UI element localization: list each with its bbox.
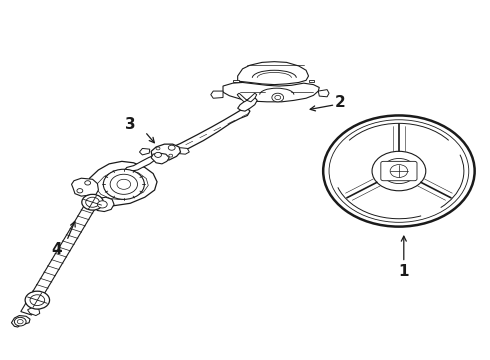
FancyBboxPatch shape [381,161,417,181]
Circle shape [110,174,138,194]
Polygon shape [21,206,95,315]
Polygon shape [125,156,156,171]
Polygon shape [11,316,30,327]
Circle shape [98,201,107,208]
Circle shape [156,147,160,150]
Circle shape [85,181,91,185]
Circle shape [272,93,284,102]
Text: 4: 4 [51,242,62,257]
Text: 3: 3 [125,117,136,132]
Polygon shape [309,80,315,82]
Polygon shape [151,153,169,164]
Circle shape [168,145,175,150]
Polygon shape [98,170,148,200]
Polygon shape [166,108,250,156]
Polygon shape [237,93,247,102]
Polygon shape [27,307,40,316]
Circle shape [372,151,426,191]
Circle shape [275,95,281,100]
Circle shape [103,169,145,199]
Circle shape [382,158,416,184]
Circle shape [77,189,83,193]
Circle shape [169,154,172,157]
Polygon shape [247,93,257,102]
Polygon shape [238,98,257,111]
Polygon shape [318,90,329,97]
Polygon shape [223,82,319,102]
Text: 2: 2 [335,95,345,111]
Circle shape [17,319,23,324]
Circle shape [86,197,99,207]
Polygon shape [151,144,180,161]
Polygon shape [140,148,150,155]
Polygon shape [176,148,189,154]
Polygon shape [238,62,309,85]
Polygon shape [233,80,239,82]
Polygon shape [211,91,223,98]
Polygon shape [72,178,98,196]
Circle shape [155,152,161,157]
Circle shape [82,194,103,210]
Polygon shape [93,197,114,212]
Polygon shape [88,161,157,206]
Circle shape [14,318,26,326]
Circle shape [25,291,49,309]
Circle shape [117,179,131,189]
Circle shape [30,295,45,306]
Text: 1: 1 [398,264,409,279]
